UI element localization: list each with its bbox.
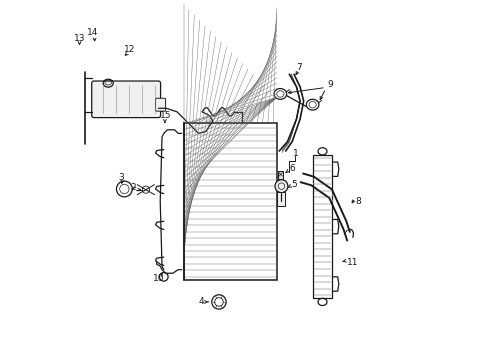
Text: 11: 11 bbox=[346, 258, 358, 267]
Bar bbox=[183, 123, 276, 280]
Text: 9: 9 bbox=[326, 81, 332, 90]
Bar bbox=[312, 155, 332, 298]
Text: 10: 10 bbox=[153, 274, 164, 283]
Bar bbox=[278, 171, 283, 179]
Text: 7: 7 bbox=[296, 63, 302, 72]
Text: 8: 8 bbox=[355, 197, 361, 206]
FancyBboxPatch shape bbox=[155, 98, 165, 111]
Bar bbox=[277, 192, 285, 206]
Text: 1: 1 bbox=[292, 149, 298, 158]
Text: 14: 14 bbox=[87, 28, 99, 37]
Text: 4: 4 bbox=[199, 297, 204, 306]
Text: 2: 2 bbox=[130, 183, 136, 192]
Text: 15: 15 bbox=[160, 111, 171, 120]
FancyBboxPatch shape bbox=[92, 81, 160, 118]
Text: 13: 13 bbox=[74, 34, 85, 43]
Text: 3: 3 bbox=[118, 173, 124, 182]
Text: 6: 6 bbox=[289, 164, 294, 173]
Text: 12: 12 bbox=[124, 45, 136, 54]
Text: 5: 5 bbox=[290, 180, 296, 189]
Circle shape bbox=[274, 180, 287, 193]
